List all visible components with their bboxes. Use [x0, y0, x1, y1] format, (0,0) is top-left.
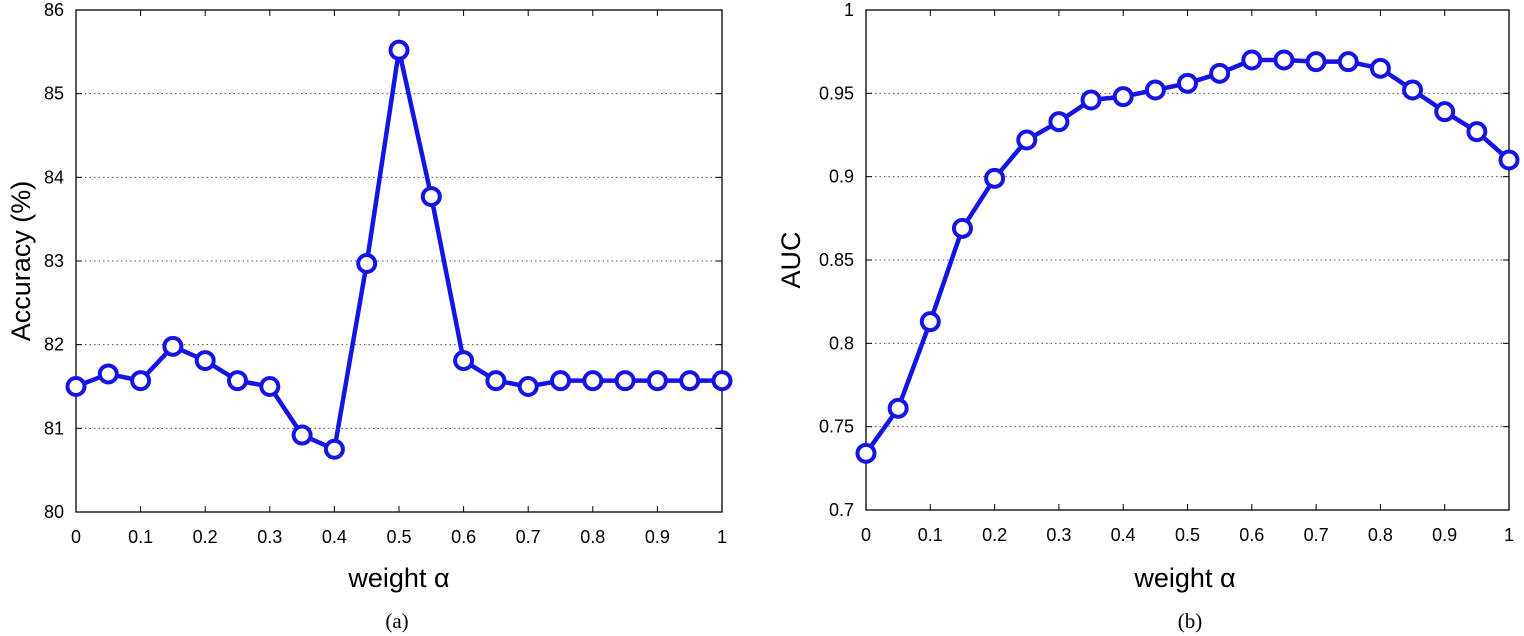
data-point — [130, 370, 152, 392]
chart-a-accuracy: 0 0.1 0.2 0.3 0.4 0.5 0.6 0.7 0.8 0.9 1 80 81 82 83 84 8… — [6, 0, 733, 633]
y-tick-label: 83 — [44, 251, 64, 271]
x-axis-label: weight α — [347, 563, 449, 593]
data-point — [356, 253, 378, 275]
x-tick-label: 0.9 — [1432, 525, 1457, 545]
x-tick-label: 0.6 — [451, 527, 476, 547]
data-point — [582, 370, 604, 392]
data-point — [1112, 86, 1134, 108]
y-tick-label: 85 — [44, 84, 64, 104]
data-point — [550, 370, 571, 392]
series-line — [864, 57, 1511, 455]
data-point — [162, 335, 184, 357]
data-point — [291, 424, 313, 446]
chart-caption: (b) — [1178, 609, 1203, 633]
chart-caption: (a) — [385, 609, 408, 633]
data-point — [485, 370, 507, 392]
data-point — [1434, 101, 1456, 123]
x-tick-label: 0.3 — [257, 527, 282, 547]
chart-b-auc: 0 0.1 0.2 0.3 0.4 0.5 0.6 0.7 0.8 0.9 1 0.7 0.75 0.8 0… — [776, 0, 1520, 633]
x-tick-label: 0.9 — [645, 527, 670, 547]
x-axis-label: weight α — [1133, 563, 1235, 593]
y-tick-label: 0.85 — [819, 250, 854, 270]
data-point — [1305, 51, 1327, 73]
y-tick-label: 1 — [844, 0, 854, 20]
data-point — [1498, 149, 1520, 171]
y-tick-label: 0.8 — [829, 333, 854, 353]
data-point — [97, 363, 119, 385]
y-axis-label: AUC — [776, 231, 806, 288]
x-tick-label: 0.1 — [918, 525, 943, 545]
data-point — [646, 370, 668, 392]
data-point — [65, 376, 87, 397]
data-point — [259, 376, 281, 397]
y-tick-label: 84 — [44, 167, 64, 187]
data-point — [453, 350, 475, 372]
data-point — [323, 438, 345, 460]
x-tick-label: 0.1 — [128, 527, 153, 547]
data-point — [1466, 121, 1488, 143]
data-point — [614, 370, 636, 392]
x-tick-label: 1 — [1504, 525, 1514, 545]
y-tick-label: 82 — [44, 335, 64, 355]
data-point — [951, 217, 973, 239]
data-point — [1080, 89, 1102, 111]
x-tick-label: 0.5 — [1175, 525, 1200, 545]
data-point — [711, 370, 733, 392]
data-point — [1337, 51, 1359, 73]
data-point — [887, 397, 909, 419]
y-tick-label: 86 — [44, 0, 64, 20]
data-point — [1177, 72, 1198, 94]
data-point — [855, 442, 877, 464]
data-point — [227, 370, 248, 392]
x-tick-label: 0.2 — [982, 525, 1007, 545]
y-tick-label: 0.7 — [829, 500, 854, 520]
data-point — [984, 167, 1006, 189]
data-point — [1273, 49, 1295, 71]
data-point — [679, 370, 701, 392]
data-point — [388, 39, 410, 61]
x-tick-label: 0.8 — [1368, 525, 1393, 545]
x-tick-label: 0.7 — [516, 527, 541, 547]
x-tick-label: 0 — [71, 527, 81, 547]
x-tick-label: 0.6 — [1239, 525, 1264, 545]
y-tick-label: 81 — [44, 418, 64, 438]
x-tick-label: 0.4 — [322, 527, 347, 547]
x-tick-label: 0.3 — [1046, 525, 1071, 545]
x-tick-label: 0.4 — [1111, 525, 1136, 545]
y-tick-label: 0.95 — [819, 83, 854, 103]
y-tick-label: 0.9 — [829, 167, 854, 187]
y-tick-label: 0.75 — [819, 417, 854, 437]
y-axis-label: Accuracy (%) — [6, 181, 36, 342]
x-tick-label: 0.8 — [580, 527, 605, 547]
x-tick-label: 0 — [861, 525, 871, 545]
x-tick-label: 0.2 — [193, 527, 218, 547]
data-point — [194, 350, 216, 372]
data-point — [1144, 79, 1166, 101]
x-tick-label: 0.7 — [1304, 525, 1329, 545]
x-tick-label: 0.5 — [386, 527, 411, 547]
y-tick-label: 80 — [44, 502, 64, 522]
data-point — [1016, 129, 1038, 151]
data-point — [1241, 49, 1263, 71]
data-point — [517, 376, 539, 397]
x-tick-label: 1 — [717, 527, 727, 547]
data-point — [1369, 57, 1391, 79]
data-point — [1048, 111, 1070, 133]
data-point — [1402, 79, 1424, 101]
data-point — [919, 311, 941, 333]
data-point — [1209, 62, 1231, 84]
data-point — [420, 186, 442, 208]
